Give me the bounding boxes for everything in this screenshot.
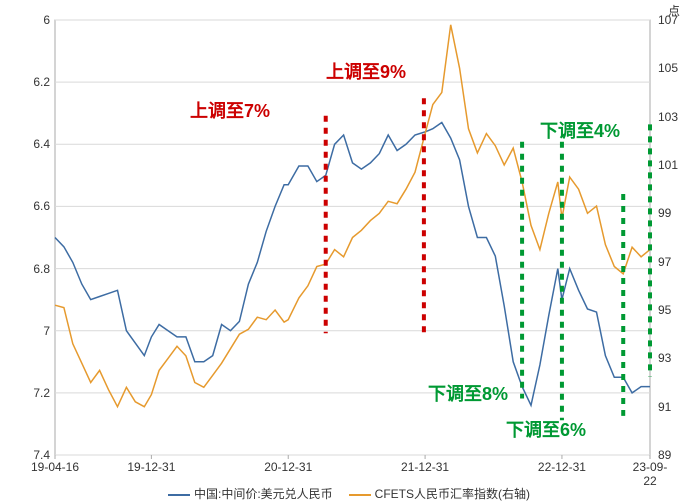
annotation: 上调至9% [326,58,406,84]
legend-item: CFETS人民币汇率指数(右轴) [349,485,530,502]
y-left-tick: 6.4 [33,137,50,151]
y-right-tick: 105 [658,61,678,75]
legend-label: 中国:中间价:美元兑人民币 [194,487,333,501]
y-left-tick: 7.2 [33,386,50,400]
x-tick: 22-12-31 [538,460,586,474]
x-tick: 20-12-31 [264,460,312,474]
x-tick: 19-04-16 [31,460,79,474]
y-left-tick: 7 [43,324,50,338]
y-left-tick: 6.2 [33,75,50,89]
annotation: 下调至4% [540,117,620,143]
y-right-tick: 95 [658,303,671,317]
y-right-tick: 107 [658,13,678,27]
y-left-tick: 6.6 [33,199,50,213]
annotation: 下调至8% [428,380,508,406]
y-left-tick: 6.8 [33,262,50,276]
legend-label: CFETS人民币汇率指数(右轴) [375,487,530,501]
y-right-tick: 103 [658,110,678,124]
y-right-tick: 91 [658,400,671,414]
y-left-tick: 6 [43,13,50,27]
x-tick: 19-12-31 [127,460,175,474]
annotation: 上调至7% [190,97,270,123]
dual-axis-line-chart: 点 上调至7%上调至9%下调至4%下调至8%下调至6% 中国:中间价:美元兑人民… [0,0,698,504]
legend: 中国:中间价:美元兑人民币 CFETS人民币汇率指数(右轴) [0,485,698,502]
legend-item: 中国:中间价:美元兑人民币 [168,485,333,502]
x-tick: 23-09-22 [626,460,674,488]
x-tick: 21-12-31 [401,460,449,474]
legend-swatch [168,494,190,496]
y-right-tick: 97 [658,255,671,269]
y-right-tick: 101 [658,158,678,172]
annotation: 下调至6% [506,416,586,442]
legend-swatch [349,494,371,496]
y-right-tick: 99 [658,206,671,220]
y-right-tick: 93 [658,351,671,365]
